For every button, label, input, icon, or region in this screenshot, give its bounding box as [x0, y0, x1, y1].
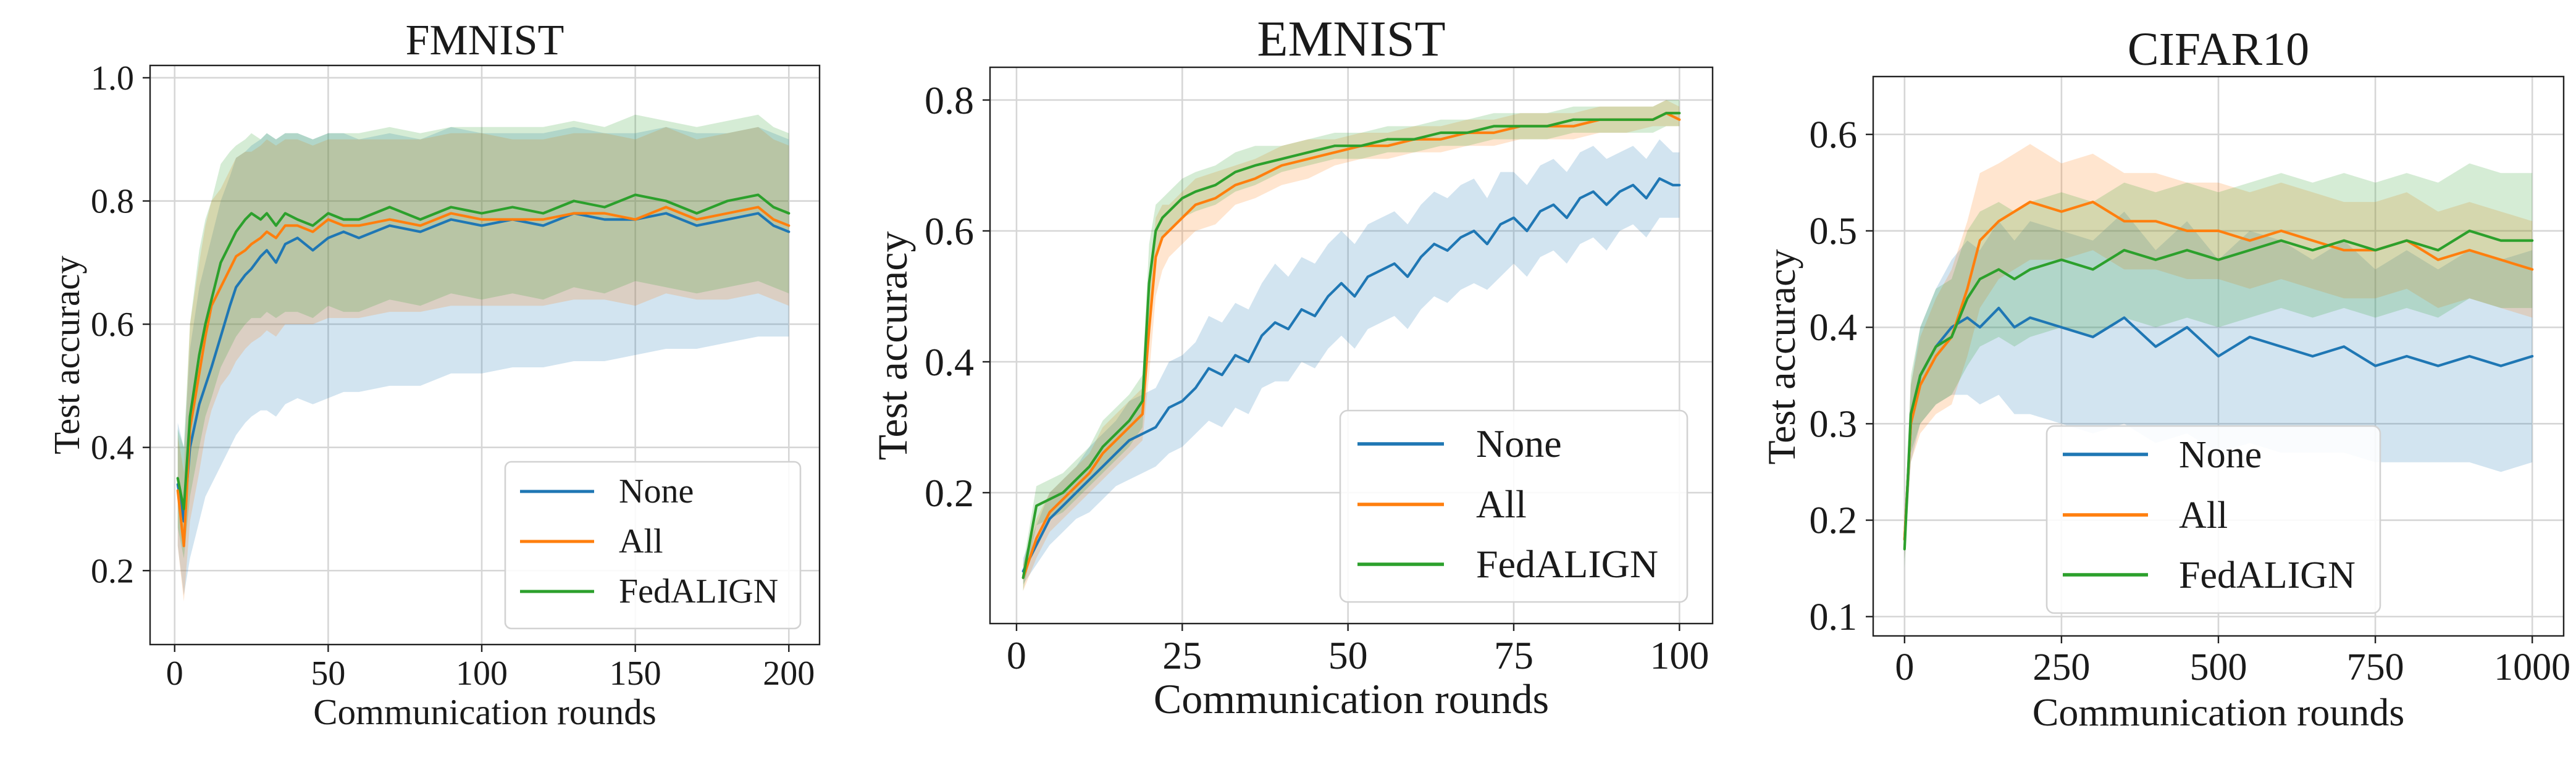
series-line-fedalign-emnist [1022, 112, 1681, 579]
y-tick-label-fmnist: 0.8 [91, 183, 134, 221]
legend-emnist: None All FedALIGN [1339, 409, 1689, 603]
legend-cifar10: None All FedALIGN [2045, 425, 2381, 614]
lines-emnist [1022, 112, 1681, 579]
band-none-fmnist [177, 127, 789, 596]
legend-label-none-fmnist: None [619, 472, 694, 511]
band-none-cifar10 [1904, 211, 2533, 559]
x-tick-label-fmnist: 0 [166, 654, 183, 693]
series-line-fedalign-cifar10 [1903, 229, 2534, 551]
band-all-cifar10 [1904, 144, 2533, 559]
legend-label-all-fmnist: All [619, 522, 663, 561]
y-tick-label-emnist: 0.6 [925, 209, 974, 253]
ticks-emnist: 0 25 50 75 100 0.2 0.4 0.6 0.8 [925, 78, 1709, 677]
plot-frame-fmnist [149, 64, 821, 646]
y-tick-label-emnist: 0.2 [925, 471, 974, 515]
x-axis-label-emnist: Communication rounds [1154, 675, 1549, 722]
series-line-none-fmnist [176, 212, 791, 523]
series-line-fedalign-fmnist [176, 193, 791, 511]
x-tick-label-fmnist: 100 [456, 654, 508, 693]
x-tick-label-cifar10: 250 [2033, 646, 2090, 688]
plot-frame-emnist [989, 66, 1714, 625]
y-tick-label-fmnist: 0.6 [91, 306, 134, 344]
legend-label-none-cifar10: None [2179, 434, 2262, 476]
band-none-emnist [1023, 139, 1680, 585]
x-tick-label-cifar10: 0 [1895, 646, 1914, 688]
x-tick-label-fmnist: 200 [763, 654, 815, 693]
ticks-fmnist: 0 50 100 150 200 0.2 0.4 0.6 0.8 1.0 [91, 59, 815, 693]
legend-label-fedalign-emnist: FedALIGN [1476, 542, 1658, 586]
chart-title-fmnist: FMNIST [406, 17, 564, 64]
x-tick-label-fmnist: 150 [610, 654, 661, 693]
legend-box-fmnist [504, 461, 802, 630]
chart-title-emnist: EMNIST [1257, 10, 1445, 67]
x-axis-label-fmnist: Communication rounds [313, 691, 657, 732]
legend-label-none-emnist: None [1476, 422, 1562, 466]
legend-label-all-cifar10: All [2179, 495, 2228, 537]
chart-title-cifar10: CIFAR10 [2128, 23, 2309, 75]
legend-label-fedalign-fmnist: FedALIGN [619, 572, 778, 611]
y-tick-label-fmnist: 1.0 [91, 59, 134, 98]
y-tick-label-fmnist: 0.4 [91, 429, 134, 467]
y-tick-label-cifar10: 0.4 [1810, 307, 1858, 349]
x-tick-label-emnist: 75 [1494, 633, 1533, 677]
bands-cifar10 [1904, 144, 2533, 569]
panel-fmnist: 0 50 100 150 200 0.2 0.4 0.6 0.8 1.0 FMNIST Commu… [46, 17, 821, 732]
y-axis-label-emnist: Test accuracy [869, 232, 916, 461]
y-tick-label-cifar10: 0.2 [1810, 500, 1858, 542]
x-tick-label-fmnist: 50 [311, 654, 345, 693]
y-tick-label-cifar10: 0.3 [1810, 403, 1858, 445]
bands-fmnist [177, 114, 789, 602]
legend-box-emnist [1339, 409, 1689, 603]
legend-box-cifar10 [2045, 425, 2381, 614]
x-tick-label-emnist: 50 [1328, 633, 1368, 677]
x-tick-label-emnist: 100 [1650, 633, 1709, 677]
lines-fmnist [176, 193, 791, 548]
band-fedalign-cifar10 [1904, 163, 2533, 569]
band-fedalign-fmnist [177, 114, 789, 559]
x-tick-label-cifar10: 1000 [2494, 646, 2570, 688]
ticks-cifar10: 0 250 500 750 1000 0.1 0.2 0.3 0.4 0.5 0.6 [1810, 114, 2571, 688]
y-tick-label-cifar10: 0.5 [1810, 211, 1858, 253]
panel-emnist: 0 25 50 75 100 0.2 0.4 0.6 0.8 EMNIST Communicat… [869, 10, 1714, 722]
panel-cifar10: 0 250 500 750 1000 0.1 0.2 0.3 0.4 0.5 0.6 CIFAR10… [1760, 23, 2570, 734]
x-axis-label-cifar10: Communication rounds [2033, 690, 2405, 734]
series-line-all-fmnist [176, 206, 791, 548]
bands-emnist [1023, 100, 1680, 591]
x-tick-label-cifar10: 500 [2190, 646, 2247, 688]
band-all-emnist [1023, 100, 1680, 591]
band-all-fmnist [177, 127, 789, 602]
y-tick-label-emnist: 0.4 [925, 340, 974, 384]
x-tick-label-emnist: 25 [1162, 633, 1202, 677]
series-line-none-emnist [1022, 177, 1681, 573]
x-tick-label-emnist: 0 [1007, 633, 1026, 677]
y-tick-label-emnist: 0.8 [925, 78, 974, 122]
legend-label-all-emnist: All [1476, 482, 1527, 526]
legend-label-fedalign-cifar10: FedALIGN [2179, 554, 2356, 596]
lines-cifar10 [1903, 201, 2534, 551]
y-tick-label-cifar10: 0.6 [1810, 114, 1858, 156]
y-tick-label-fmnist: 0.2 [91, 552, 134, 590]
x-tick-label-cifar10: 750 [2347, 646, 2404, 688]
y-axis-label-fmnist: Test accuracy [46, 256, 87, 454]
grid-fmnist [150, 65, 820, 645]
y-tick-label-cifar10: 0.1 [1810, 596, 1858, 638]
y-axis-label-cifar10: Test accuracy [1760, 249, 1803, 464]
legend-fmnist: None All FedALIGN [504, 461, 802, 630]
